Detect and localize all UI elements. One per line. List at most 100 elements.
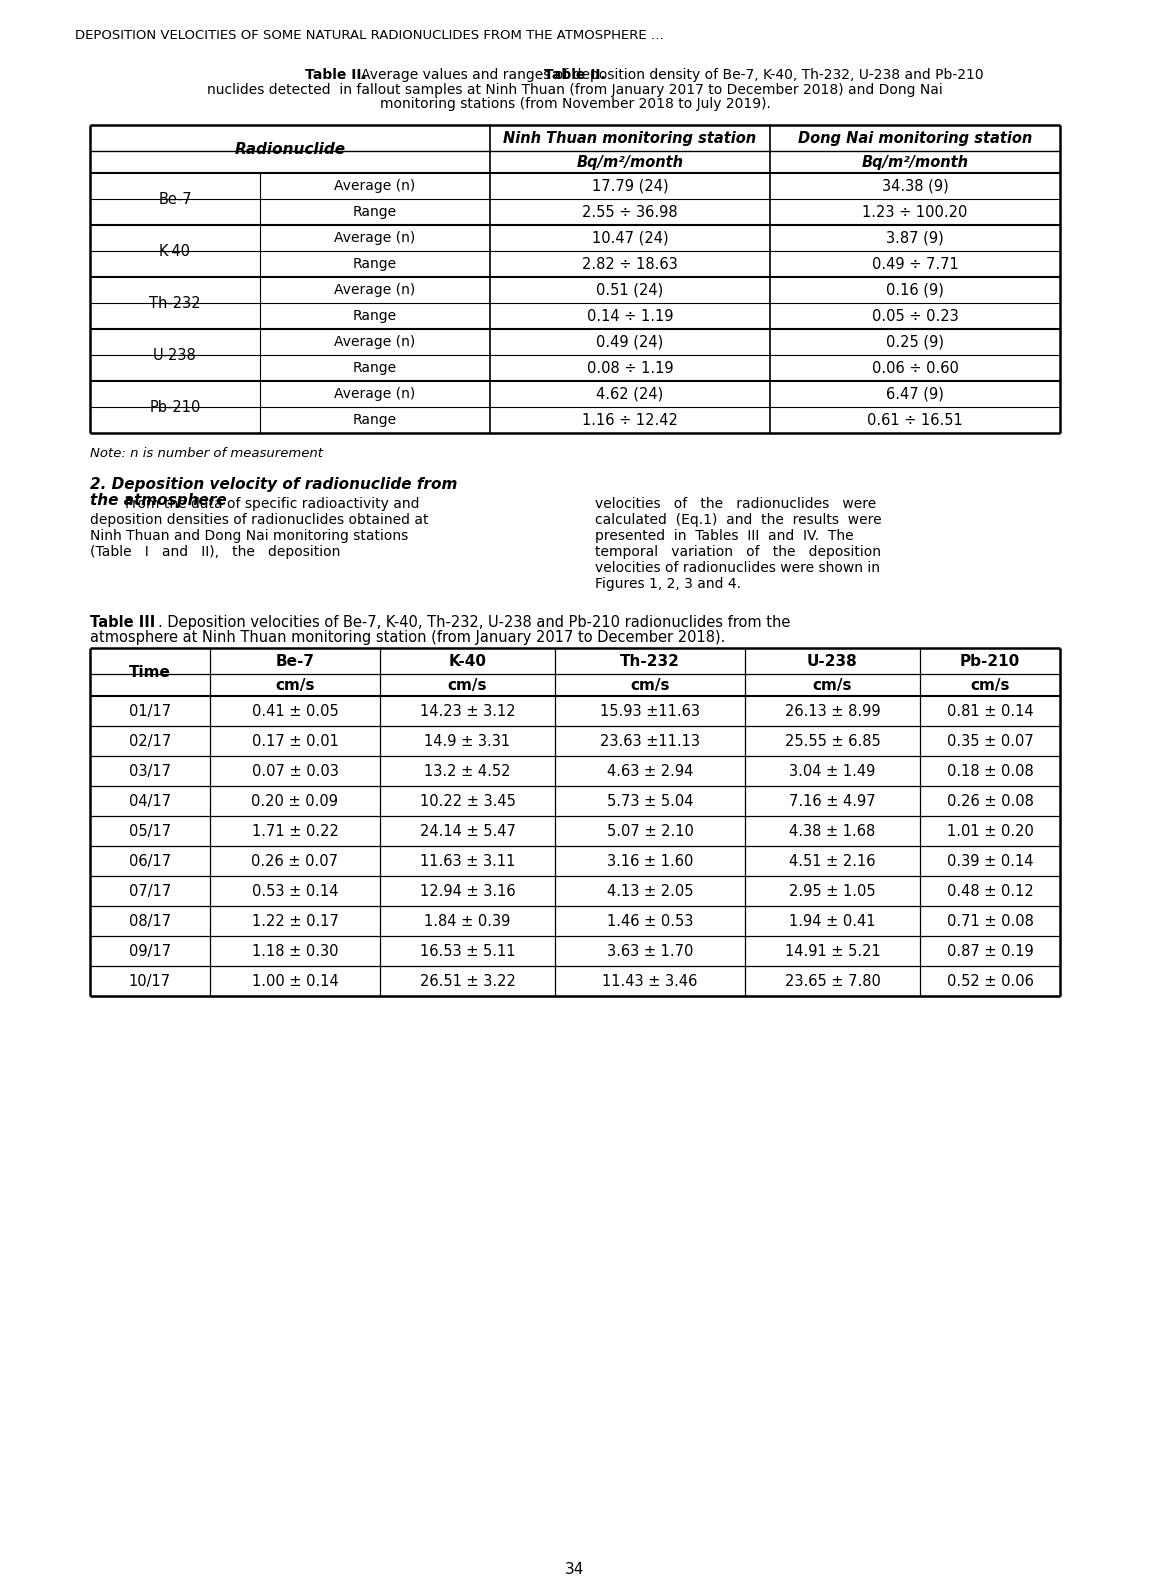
Text: 0.49 ÷ 7.71: 0.49 ÷ 7.71 <box>871 257 959 271</box>
Text: Range: Range <box>353 413 397 427</box>
Text: cm/s: cm/s <box>813 677 852 692</box>
Text: 07/17: 07/17 <box>129 883 171 899</box>
Text: 4.51 ± 2.16: 4.51 ± 2.16 <box>790 853 876 869</box>
Text: Be-7: Be-7 <box>158 191 192 207</box>
Text: 0.07 ± 0.03: 0.07 ± 0.03 <box>252 764 338 778</box>
Text: 2.95 ± 1.05: 2.95 ± 1.05 <box>790 883 876 899</box>
Text: 0.17 ± 0.01: 0.17 ± 0.01 <box>252 733 338 749</box>
Text: 25.55 ± 6.85: 25.55 ± 6.85 <box>785 733 881 749</box>
Text: cm/s: cm/s <box>970 677 1009 692</box>
Text: Range: Range <box>353 206 397 218</box>
Text: presented  in  Tables  III  and  IV.  The: presented in Tables III and IV. The <box>595 529 854 544</box>
Text: 0.71 ± 0.08: 0.71 ± 0.08 <box>946 913 1034 928</box>
Text: 1.94 ± 0.41: 1.94 ± 0.41 <box>790 913 876 928</box>
Text: 0.35 ± 0.07: 0.35 ± 0.07 <box>946 733 1034 749</box>
Text: Average (n): Average (n) <box>335 284 416 296</box>
Text: From the data of specific radioactivity and: From the data of specific radioactivity … <box>90 497 419 512</box>
Text: 2.55 ÷ 36.98: 2.55 ÷ 36.98 <box>582 204 678 220</box>
Text: 0.87 ± 0.19: 0.87 ± 0.19 <box>946 944 1034 958</box>
Text: 3.16 ± 1.60: 3.16 ± 1.60 <box>607 853 693 869</box>
Text: 13.2 ± 4.52: 13.2 ± 4.52 <box>425 764 511 778</box>
Text: 06/17: 06/17 <box>129 853 171 869</box>
Text: 34: 34 <box>565 1562 585 1578</box>
Text: 11.43 ± 3.46: 11.43 ± 3.46 <box>602 974 698 988</box>
Text: 0.16 (9): 0.16 (9) <box>886 282 944 298</box>
Text: 0.52 ± 0.06: 0.52 ± 0.06 <box>946 974 1034 988</box>
Text: Be-7: Be-7 <box>275 654 314 668</box>
Text: Bq/m²/month: Bq/m²/month <box>577 155 684 169</box>
Text: Ninh Thuan monitoring station: Ninh Thuan monitoring station <box>503 131 756 145</box>
Text: Average (n): Average (n) <box>335 335 416 349</box>
Text: Pb-210: Pb-210 <box>960 654 1020 668</box>
Text: 1.18 ± 0.30: 1.18 ± 0.30 <box>252 944 338 958</box>
Text: Average (n): Average (n) <box>335 179 416 193</box>
Text: Bq/m²/month: Bq/m²/month <box>861 155 968 169</box>
Text: calculated  (Eq.1)  and  the  results  were: calculated (Eq.1) and the results were <box>595 513 882 528</box>
Text: monitoring stations (from November 2018 to July 2019).: monitoring stations (from November 2018 … <box>380 97 770 112</box>
Text: 09/17: 09/17 <box>129 944 171 958</box>
Text: K-40: K-40 <box>159 244 191 258</box>
Text: Dong Nai monitoring station: Dong Nai monitoring station <box>798 131 1032 145</box>
Text: cm/s: cm/s <box>631 677 670 692</box>
Text: 1.01 ± 0.20: 1.01 ± 0.20 <box>946 824 1034 838</box>
Text: 12.94 ± 3.16: 12.94 ± 3.16 <box>420 883 516 899</box>
Text: deposition densities of radionuclides obtained at: deposition densities of radionuclides ob… <box>90 513 428 528</box>
Text: Figures 1, 2, 3 and 4.: Figures 1, 2, 3 and 4. <box>595 577 741 591</box>
Text: 01/17: 01/17 <box>129 703 171 719</box>
Text: 26.13 ± 8.99: 26.13 ± 8.99 <box>785 703 881 719</box>
Text: Average (n): Average (n) <box>335 387 416 402</box>
Text: atmosphere at Ninh Thuan monitoring station (from January 2017 to December 2018): atmosphere at Ninh Thuan monitoring stat… <box>90 630 725 646</box>
Text: Range: Range <box>353 257 397 271</box>
Text: 1.22 ± 0.17: 1.22 ± 0.17 <box>252 913 338 928</box>
Text: 0.26 ± 0.07: 0.26 ± 0.07 <box>252 853 338 869</box>
Text: 0.53 ± 0.14: 0.53 ± 0.14 <box>252 883 338 899</box>
Text: 05/17: 05/17 <box>129 824 171 838</box>
Text: Th-232: Th-232 <box>620 654 680 668</box>
Text: 7.16 ± 4.97: 7.16 ± 4.97 <box>790 794 876 808</box>
Text: 3.87 (9): 3.87 (9) <box>886 231 944 245</box>
Text: Ninh Thuan and Dong Nai monitoring stations: Ninh Thuan and Dong Nai monitoring stati… <box>90 529 409 544</box>
Text: Table III: Table III <box>90 615 155 630</box>
Text: Average (n): Average (n) <box>335 231 416 245</box>
Text: U-238: U-238 <box>807 654 857 668</box>
Text: 4.38 ± 1.68: 4.38 ± 1.68 <box>790 824 876 838</box>
Text: nuclides detected  in fallout samples at Ninh Thuan (from January 2017 to Decemb: nuclides detected in fallout samples at … <box>207 83 943 97</box>
Text: 4.62 (24): 4.62 (24) <box>596 386 664 402</box>
Text: DEPOSITION VELOCITIES OF SOME NATURAL RADIONUCLIDES FROM THE ATMOSPHERE …: DEPOSITION VELOCITIES OF SOME NATURAL RA… <box>75 29 664 41</box>
Text: 10.47 (24): 10.47 (24) <box>592 231 669 245</box>
Text: Table II.: Table II. <box>544 69 605 81</box>
Text: 0.18 ± 0.08: 0.18 ± 0.08 <box>946 764 1034 778</box>
Text: . Deposition velocities of Be-7, K-40, Th-232, U-238 and Pb-210 radionuclides fr: . Deposition velocities of Be-7, K-40, T… <box>158 615 791 630</box>
Text: 0.41 ± 0.05: 0.41 ± 0.05 <box>252 703 338 719</box>
Text: 3.63 ± 1.70: 3.63 ± 1.70 <box>607 944 693 958</box>
Text: 1.00 ± 0.14: 1.00 ± 0.14 <box>252 974 338 988</box>
Text: (Table   I   and   II),   the   deposition: (Table I and II), the deposition <box>90 545 341 559</box>
Text: 14.91 ± 5.21: 14.91 ± 5.21 <box>785 944 881 958</box>
Text: 14.9 ± 3.31: 14.9 ± 3.31 <box>425 733 511 749</box>
Text: cm/s: cm/s <box>275 677 314 692</box>
Text: 26.51 ± 3.22: 26.51 ± 3.22 <box>420 974 516 988</box>
Text: 6.47 (9): 6.47 (9) <box>886 386 944 402</box>
Text: 0.25 (9): 0.25 (9) <box>886 335 944 349</box>
Text: 15.93 ±11.63: 15.93 ±11.63 <box>600 703 700 719</box>
Text: Table II.: Table II. <box>305 69 367 81</box>
Text: 16.53 ± 5.11: 16.53 ± 5.11 <box>420 944 516 958</box>
Text: 0.51 (24): 0.51 (24) <box>596 282 664 298</box>
Text: 0.05 ÷ 0.23: 0.05 ÷ 0.23 <box>871 309 959 324</box>
Text: K-40: K-40 <box>449 654 487 668</box>
Text: 5.07 ± 2.10: 5.07 ± 2.10 <box>607 824 693 838</box>
Text: 03/17: 03/17 <box>129 764 171 778</box>
Text: 0.49 (24): 0.49 (24) <box>596 335 664 349</box>
Text: 0.26 ± 0.08: 0.26 ± 0.08 <box>946 794 1034 808</box>
Text: 0.81 ± 0.14: 0.81 ± 0.14 <box>946 703 1034 719</box>
Text: 0.14 ÷ 1.19: 0.14 ÷ 1.19 <box>587 309 673 324</box>
Text: 34.38 (9): 34.38 (9) <box>882 179 948 193</box>
Text: 10/17: 10/17 <box>129 974 171 988</box>
Text: the atmosphere: the atmosphere <box>90 493 227 508</box>
Text: 10.22 ± 3.45: 10.22 ± 3.45 <box>420 794 516 808</box>
Text: 1.71 ± 0.22: 1.71 ± 0.22 <box>252 824 338 838</box>
Text: temporal   variation   of   the   deposition: temporal variation of the deposition <box>595 545 881 559</box>
Text: 2. Deposition velocity of radionuclide from: 2. Deposition velocity of radionuclide f… <box>90 477 457 493</box>
Text: 1.84 ± 0.39: 1.84 ± 0.39 <box>425 913 511 928</box>
Text: Pb-210: Pb-210 <box>150 400 200 414</box>
